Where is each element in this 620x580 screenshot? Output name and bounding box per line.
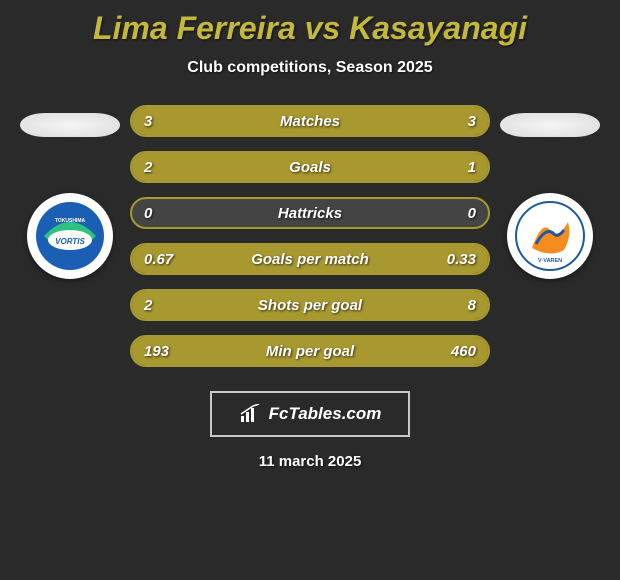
stat-row: 193460Min per goal <box>130 335 490 367</box>
stat-row: 0.670.33Goals per match <box>130 243 490 275</box>
left-flag-icon <box>20 113 120 137</box>
player-left-name: Lima Ferreira <box>93 10 296 46</box>
svg-text:VORTIS: VORTIS <box>55 237 85 246</box>
stat-label: Goals per match <box>132 251 488 268</box>
stat-label: Goals <box>132 159 488 176</box>
right-flag-icon <box>500 113 600 137</box>
stat-row: 33Matches <box>130 105 490 137</box>
page-title: Lima Ferreira vs Kasayanagi <box>93 10 527 47</box>
stat-row: 28Shots per goal <box>130 289 490 321</box>
right-column: V·VAREN <box>490 105 610 279</box>
stats-panel: 33Matches 21Goals 00Hattricks 0.670.33Goals… <box>130 105 490 367</box>
stat-label: Shots per goal <box>132 297 488 314</box>
left-column: VORTIS TOKUSHIMA <box>10 105 130 279</box>
brand-logo-icon <box>239 404 263 424</box>
right-team-logo: V·VAREN <box>507 193 593 279</box>
player-right-name: Kasayanagi <box>349 10 527 46</box>
left-team-logo: VORTIS TOKUSHIMA <box>27 193 113 279</box>
stat-row: 21Goals <box>130 151 490 183</box>
stat-label: Hattricks <box>132 205 488 222</box>
stat-row: 00Hattricks <box>130 197 490 229</box>
subtitle: Club competitions, Season 2025 <box>187 59 432 77</box>
stat-label: Min per goal <box>132 343 488 360</box>
svg-text:V·VAREN: V·VAREN <box>538 258 562 264</box>
brand-badge: FcTables.com <box>210 391 410 437</box>
brand-text: FcTables.com <box>269 404 382 424</box>
date-text: 11 march 2025 <box>259 453 362 470</box>
vs-text: vs <box>305 10 341 46</box>
stat-label: Matches <box>132 113 488 130</box>
comparison-row: VORTIS TOKUSHIMA 33Matches 21Goals 00Hattr… <box>0 105 620 367</box>
svg-text:TOKUSHIMA: TOKUSHIMA <box>55 218 86 224</box>
